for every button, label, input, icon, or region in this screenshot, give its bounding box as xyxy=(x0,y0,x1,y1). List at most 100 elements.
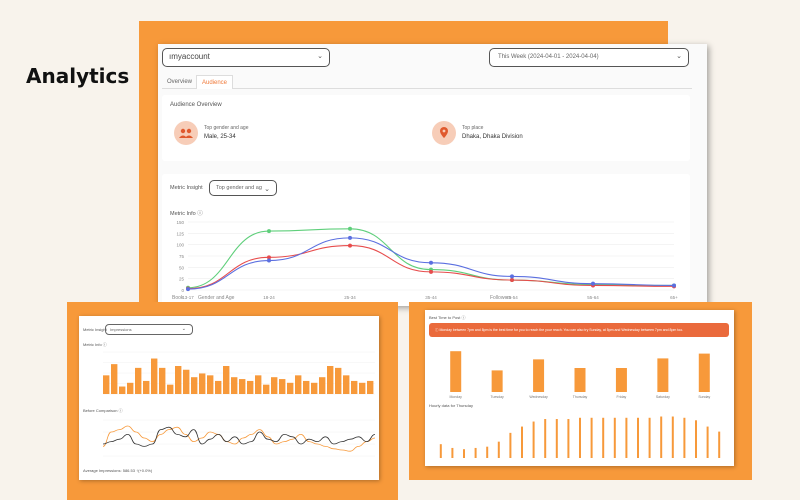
bar xyxy=(671,416,674,458)
bar xyxy=(660,416,663,458)
bar xyxy=(718,431,721,458)
bar xyxy=(532,421,535,458)
bar xyxy=(215,380,222,394)
metric-select-value: Top gender and ag xyxy=(216,185,262,191)
metric-select[interactable]: Top gender and ag ⌄ xyxy=(209,180,277,196)
audience-overview-card: Audience Overview Top gender and age Mal… xyxy=(162,95,690,161)
bar xyxy=(463,449,465,458)
bar xyxy=(263,384,270,394)
x-tick-label: 18-24 xyxy=(263,295,275,300)
data-point xyxy=(510,278,514,283)
metric-info-label: Metric Info ⓘ xyxy=(83,342,107,347)
bar xyxy=(111,364,118,394)
bar xyxy=(335,367,342,394)
date-range-value: This Week (2024-04-01 - 2024-04-04) xyxy=(498,54,599,60)
bar xyxy=(695,420,697,458)
audience-overview-title: Audience Overview xyxy=(170,102,222,108)
x-tick-label: 25-34 xyxy=(344,295,356,300)
data-point xyxy=(348,226,352,231)
y-tick-label: 25 xyxy=(179,277,185,282)
bar xyxy=(119,386,126,394)
bar xyxy=(231,377,238,394)
bar xyxy=(450,351,462,392)
y-tick-label: 50 xyxy=(179,265,185,270)
tab-overview[interactable]: Overview xyxy=(167,79,193,85)
bar xyxy=(311,382,318,394)
bar xyxy=(706,426,709,458)
bar xyxy=(327,366,334,394)
bar xyxy=(287,382,294,394)
data-point xyxy=(672,283,676,288)
top-place-label: Top place xyxy=(462,125,484,131)
bar xyxy=(474,447,477,458)
bar xyxy=(151,358,158,394)
page-title: Analytics xyxy=(26,64,130,88)
tab-audience[interactable]: Audience xyxy=(196,75,234,89)
bar xyxy=(698,353,710,392)
best-time-alert: ⓘ Monday between 7pm and 8pm is the best… xyxy=(429,323,729,337)
average-impressions-footer: Average Impressions: 586.53 ↑(+0.0%) xyxy=(83,468,153,473)
audience-line-chart: 0 25 50 75 100 125 150 13-17 18-24 25-34 35-44 45-5… xyxy=(176,220,678,300)
bar xyxy=(303,380,310,394)
series-line xyxy=(102,426,376,447)
main-screenshot: ımyaccount ⌄ This Week (2024-04-01 - 202… xyxy=(158,44,707,306)
bar xyxy=(657,358,669,392)
bar xyxy=(295,375,302,394)
metric-insight-label: Metric Insight xyxy=(170,185,203,191)
x-tick-label: Sunday xyxy=(698,395,710,399)
bar xyxy=(509,432,512,458)
hourly-bar-chart xyxy=(439,416,721,458)
metric-insight-label: Metric Insight xyxy=(83,327,107,332)
alert-icon: ⓘ xyxy=(435,328,440,332)
bar xyxy=(271,377,278,394)
account-select[interactable]: ımyaccount ⌄ xyxy=(162,48,330,67)
x-tick-label: Thursday xyxy=(573,395,588,399)
x-tick-label: 65+ xyxy=(670,295,678,300)
bar xyxy=(590,417,593,458)
chevron-down-icon: ⌄ xyxy=(676,53,682,60)
bar xyxy=(343,375,350,394)
date-range-select[interactable]: This Week (2024-04-01 - 2024-04-04) ⌄ xyxy=(489,48,689,67)
data-point xyxy=(267,229,271,234)
bar xyxy=(439,444,442,458)
bar xyxy=(279,379,286,394)
account-select-value: ımyaccount xyxy=(169,52,210,61)
chevron-down-icon: ⌄ xyxy=(181,326,186,332)
impressions-select[interactable]: Impressions ⌄ xyxy=(105,324,193,335)
data-point xyxy=(348,243,352,248)
bar xyxy=(367,380,374,394)
y-tick-label: 0 xyxy=(181,288,184,293)
bar xyxy=(451,447,454,458)
bar xyxy=(602,417,605,458)
data-point xyxy=(591,281,595,286)
tab-bar: Overview Audience xyxy=(162,75,692,89)
y-tick-label: 75 xyxy=(179,254,185,259)
bar xyxy=(207,375,214,394)
y-tick-label: 100 xyxy=(176,243,184,248)
metric-info-label: Metric Info ⓘ xyxy=(170,211,203,217)
bar xyxy=(143,380,150,394)
data-point xyxy=(267,258,271,263)
bar xyxy=(223,366,230,394)
bar xyxy=(579,417,581,458)
gender-age-label: Top gender and age xyxy=(204,125,249,131)
metric-insight-card: Metric Insight Top gender and ag ⌄ Metri… xyxy=(162,174,690,306)
bar xyxy=(255,375,262,394)
bar xyxy=(555,419,558,458)
users-icon xyxy=(174,121,198,145)
bar xyxy=(239,379,246,394)
series-line xyxy=(102,425,376,452)
bar xyxy=(159,367,166,394)
data-point xyxy=(510,274,514,279)
bar xyxy=(103,375,110,394)
y-tick-label: 125 xyxy=(176,231,184,236)
bar xyxy=(135,367,142,394)
bar xyxy=(351,380,358,394)
data-point xyxy=(429,260,433,265)
weekday-bar-chart: Monday Tuesday Wednesday Thursday Friday Satu… xyxy=(449,351,710,399)
y-tick-label: 150 xyxy=(176,220,184,225)
x-tick-label: 45-54 xyxy=(506,295,518,300)
x-tick-label: Tuesday xyxy=(490,395,504,399)
bar xyxy=(319,377,326,394)
bar xyxy=(533,359,545,392)
